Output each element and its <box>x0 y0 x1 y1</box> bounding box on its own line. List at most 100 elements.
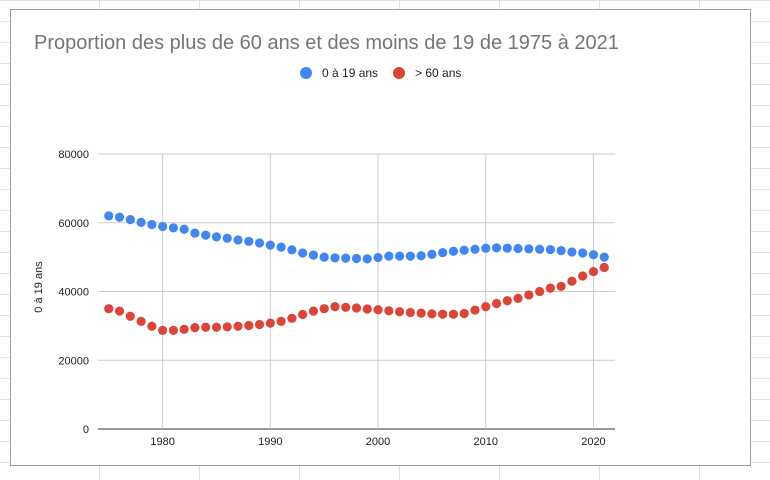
data-point[interactable] <box>405 251 415 261</box>
data-point[interactable] <box>578 248 588 258</box>
data-point[interactable] <box>427 249 437 259</box>
data-point[interactable] <box>416 251 426 261</box>
data-point[interactable] <box>114 212 125 222</box>
data-points <box>104 211 609 335</box>
data-point[interactable] <box>158 325 168 335</box>
data-point[interactable] <box>438 309 448 319</box>
data-point[interactable] <box>211 232 222 242</box>
data-point[interactable] <box>427 309 437 319</box>
data-point[interactable] <box>502 243 512 253</box>
data-point[interactable] <box>125 311 135 321</box>
data-point[interactable] <box>578 271 588 281</box>
data-point[interactable] <box>567 247 577 257</box>
data-point[interactable] <box>491 298 502 309</box>
data-point[interactable] <box>470 244 480 254</box>
data-point[interactable] <box>588 266 599 277</box>
y-tick-label: 80000 <box>58 149 89 161</box>
data-point[interactable] <box>362 254 372 264</box>
data-point[interactable] <box>481 243 491 253</box>
data-point[interactable] <box>394 307 405 317</box>
data-point[interactable] <box>190 322 200 333</box>
data-point[interactable] <box>114 306 125 316</box>
data-point[interactable] <box>362 304 372 314</box>
data-point[interactable] <box>298 248 308 258</box>
data-point[interactable] <box>179 324 189 334</box>
data-point[interactable] <box>104 304 114 314</box>
data-point[interactable] <box>330 302 340 312</box>
data-point[interactable] <box>222 233 232 243</box>
data-point[interactable] <box>599 262 609 273</box>
data-point[interactable] <box>384 251 394 261</box>
data-point[interactable] <box>244 320 254 331</box>
data-point[interactable] <box>179 224 189 234</box>
data-point[interactable] <box>405 307 415 318</box>
data-point[interactable] <box>319 304 329 314</box>
data-point[interactable] <box>298 309 308 320</box>
data-point[interactable] <box>470 305 480 315</box>
data-point[interactable] <box>168 325 178 335</box>
series-0 <box>104 211 609 264</box>
data-point[interactable] <box>341 253 351 263</box>
data-point[interactable] <box>599 252 609 262</box>
data-point[interactable] <box>136 217 146 228</box>
data-point[interactable] <box>341 302 351 312</box>
data-point[interactable] <box>448 246 459 256</box>
data-point[interactable] <box>459 245 469 255</box>
data-point[interactable] <box>513 243 523 254</box>
data-point[interactable] <box>384 306 394 316</box>
data-point[interactable] <box>438 248 448 258</box>
data-point[interactable] <box>222 322 232 332</box>
data-point[interactable] <box>448 309 459 319</box>
data-point[interactable] <box>567 276 577 286</box>
data-point[interactable] <box>481 302 491 312</box>
data-point[interactable] <box>373 305 383 315</box>
data-point[interactable] <box>545 244 555 255</box>
data-point[interactable] <box>524 244 534 254</box>
data-point[interactable] <box>244 236 254 246</box>
data-point[interactable] <box>147 321 157 331</box>
data-point[interactable] <box>276 242 286 252</box>
data-point[interactable] <box>351 253 362 264</box>
data-point[interactable] <box>147 219 157 230</box>
data-point[interactable] <box>308 250 319 260</box>
data-point[interactable] <box>459 308 469 319</box>
data-point[interactable] <box>254 319 265 330</box>
data-point[interactable] <box>254 238 265 248</box>
data-point[interactable] <box>513 293 523 303</box>
data-point[interactable] <box>524 290 534 300</box>
data-point[interactable] <box>201 230 211 240</box>
data-point[interactable] <box>502 296 512 306</box>
data-point[interactable] <box>211 322 222 332</box>
data-point[interactable] <box>308 306 319 316</box>
data-point[interactable] <box>394 251 405 261</box>
data-point[interactable] <box>276 316 286 327</box>
data-point[interactable] <box>201 322 211 332</box>
data-point[interactable] <box>319 252 329 262</box>
y-tick-label: 40000 <box>58 287 89 299</box>
data-point[interactable] <box>535 286 545 297</box>
data-point[interactable] <box>265 318 275 328</box>
data-point[interactable] <box>556 245 566 256</box>
x-tick-label: 2000 <box>366 436 390 448</box>
data-point[interactable] <box>190 228 200 238</box>
data-point[interactable] <box>136 316 146 327</box>
data-point[interactable] <box>104 211 114 221</box>
data-point[interactable] <box>265 240 275 250</box>
data-point[interactable] <box>491 243 502 253</box>
data-point[interactable] <box>416 308 426 318</box>
data-point[interactable] <box>158 221 168 232</box>
data-point[interactable] <box>287 245 297 255</box>
data-point[interactable] <box>287 313 297 323</box>
data-point[interactable] <box>545 283 555 293</box>
data-point[interactable] <box>330 253 340 263</box>
data-point[interactable] <box>351 303 362 313</box>
data-point[interactable] <box>233 321 243 331</box>
data-point[interactable] <box>125 215 135 225</box>
data-point[interactable] <box>588 250 599 260</box>
data-point[interactable] <box>535 244 545 254</box>
y-tick-label: 60000 <box>58 218 89 230</box>
data-point[interactable] <box>556 281 566 291</box>
data-point[interactable] <box>373 252 383 263</box>
data-point[interactable] <box>233 235 243 245</box>
data-point[interactable] <box>168 223 178 233</box>
